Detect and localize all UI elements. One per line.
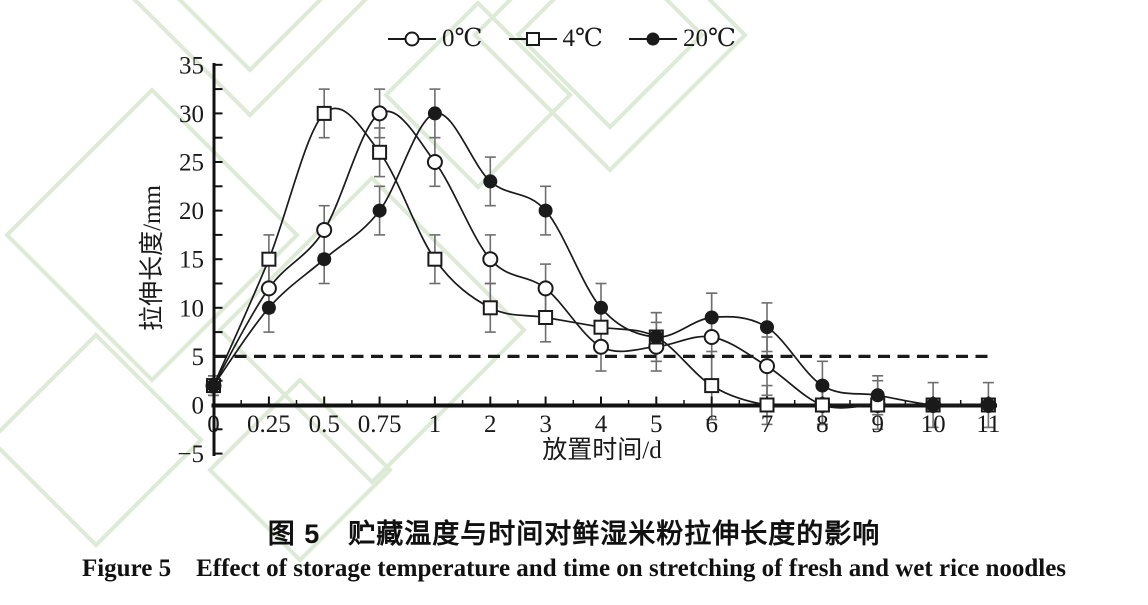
legend-marker-open-circle-icon xyxy=(388,31,437,46)
watermark-diamond xyxy=(177,0,323,73)
open-circle-marker xyxy=(593,338,609,355)
filled-circle-marker xyxy=(646,32,660,45)
open-square-marker xyxy=(538,310,554,325)
filled-circle-marker xyxy=(649,330,664,344)
open-square-marker xyxy=(814,397,830,413)
open-square-marker xyxy=(372,144,388,160)
filled-circle-marker xyxy=(926,398,941,412)
open-square-marker xyxy=(759,397,775,413)
y-tick-label: 5 xyxy=(192,344,205,371)
x-tick-label: 0.75 xyxy=(358,411,402,438)
y-tick-label: 35 xyxy=(179,52,204,79)
legend-marker-filled-circle-icon xyxy=(628,32,677,45)
open-square-marker xyxy=(427,251,443,267)
legend-label: 4℃ xyxy=(562,25,603,52)
open-circle-marker xyxy=(703,329,720,345)
series-line-4c xyxy=(212,107,989,408)
filled-circle-marker xyxy=(870,388,885,403)
x-tick-label: 6 xyxy=(705,411,718,438)
open-circle-marker xyxy=(537,280,554,297)
open-square-marker xyxy=(316,105,332,121)
y-tick-label: 15 xyxy=(179,247,204,274)
filled-circle-marker xyxy=(815,378,830,393)
open-square-marker xyxy=(261,251,277,267)
legend-item-20c: 20℃ xyxy=(628,25,736,52)
x-tick-label: 3 xyxy=(539,411,552,438)
legend-label: 0℃ xyxy=(442,25,483,52)
watermark-diamond xyxy=(383,0,573,190)
filled-circle-marker xyxy=(704,310,719,325)
open-square-marker xyxy=(482,300,498,316)
x-tick-label: 9 xyxy=(871,411,884,438)
x-tick-label: 10 xyxy=(921,411,946,438)
y-axis-title: 拉伸长度/mm xyxy=(138,185,166,331)
watermark-diamond xyxy=(0,332,204,548)
legend-label: 20℃ xyxy=(682,25,736,52)
x-tick-label: 5 xyxy=(650,411,663,438)
filled-circle-marker xyxy=(317,252,332,267)
x-tick-label: 0.25 xyxy=(247,411,291,438)
y-tick-label: −5 xyxy=(177,441,204,468)
filled-circle-marker xyxy=(760,320,774,335)
y-tick-label: 20 xyxy=(179,198,204,225)
open-square-marker xyxy=(704,378,720,394)
watermark-diamond xyxy=(4,87,300,383)
chart-legend: 0℃ 4℃ 20℃ xyxy=(0,26,1136,51)
filled-circle-marker xyxy=(372,203,387,218)
filled-circle-marker xyxy=(594,300,608,315)
y-tick-label: 0 xyxy=(192,393,205,420)
open-circle-marker xyxy=(759,358,775,375)
x-axis-title: 放置时间/d xyxy=(542,436,662,464)
watermark-diamond xyxy=(207,377,393,563)
filled-circle-marker xyxy=(538,203,553,218)
filled-circle-marker xyxy=(206,378,221,393)
x-tick-label: 4 xyxy=(595,411,608,438)
figure-caption-english: Figure 5 Effect of storage temperature a… xyxy=(81,555,1067,582)
x-tick-label: 2 xyxy=(484,411,497,438)
y-tick-label: 25 xyxy=(179,150,204,177)
x-tick-label: 0.5 xyxy=(309,411,340,438)
legend-item-0c: 0℃ xyxy=(388,25,483,52)
y-tick-label: 30 xyxy=(179,101,204,128)
open-circle-marker xyxy=(426,154,443,170)
legend-marker-open-square-icon xyxy=(508,31,557,46)
open-circle-marker xyxy=(260,280,277,297)
x-tick-label: 0 xyxy=(207,411,220,438)
open-square-marker xyxy=(593,319,609,335)
figure-caption-chinese: 图 5 贮藏温度与时间对鲜湿米粉拉伸长度的影响 xyxy=(267,519,881,549)
watermark-diamond xyxy=(132,0,368,118)
open-circle-marker xyxy=(482,251,499,268)
x-tick-label: 11 xyxy=(976,411,1000,438)
filled-circle-marker xyxy=(981,398,996,412)
filled-circle-marker xyxy=(483,174,498,189)
x-tick-label: 8 xyxy=(816,411,829,438)
open-circle-marker xyxy=(371,105,388,122)
watermark-diamond xyxy=(217,175,527,485)
filled-circle-marker xyxy=(427,106,442,121)
open-square-marker xyxy=(525,31,540,46)
watermark-diamond xyxy=(472,0,748,173)
filled-circle-marker xyxy=(261,300,276,315)
series-line-20c xyxy=(212,112,989,407)
watermark-diamond xyxy=(515,0,705,130)
open-circle-marker xyxy=(404,31,420,46)
open-circle-marker xyxy=(316,222,333,238)
y-tick-label: 10 xyxy=(179,295,204,322)
legend-item-4c: 4℃ xyxy=(508,25,603,52)
x-tick-label: 7 xyxy=(761,411,774,438)
series-markers-20c xyxy=(206,106,996,412)
x-tick-label: 1 xyxy=(429,411,442,438)
